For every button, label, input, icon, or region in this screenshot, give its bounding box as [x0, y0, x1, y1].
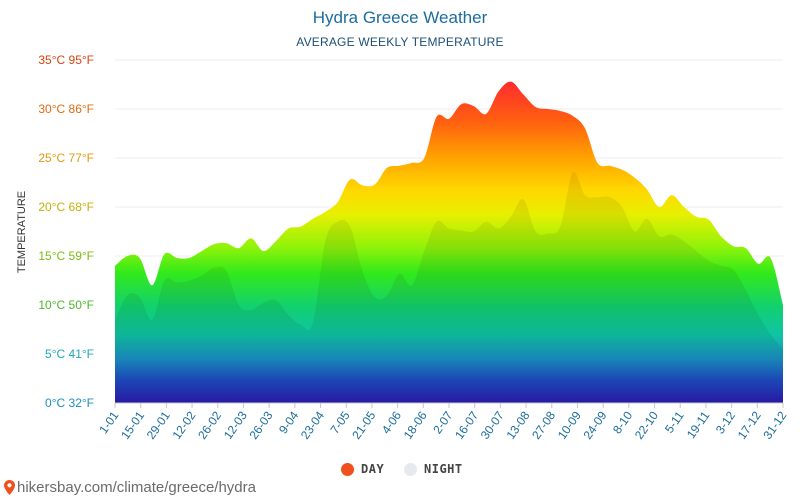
temperature-areas	[115, 81, 783, 404]
x-tick-label: 2-07	[430, 408, 455, 436]
y-axis-label: TEMPERATURE	[16, 191, 28, 273]
chart-subtitle: AVERAGE WEEKLY TEMPERATURE	[296, 35, 504, 49]
x-tick-label: 3-12	[713, 408, 738, 436]
y-tick-label: 5°C 41°F	[45, 347, 94, 361]
legend-item-day[interactable]: DAY	[341, 462, 384, 476]
map-pin-icon	[4, 480, 15, 495]
x-tick-label: 12-03	[221, 408, 250, 441]
x-tick-label: 29-01	[144, 408, 173, 441]
legend-item-night[interactable]: NIGHT	[404, 462, 463, 476]
x-tick-label: 7-05	[327, 408, 352, 436]
legend-night-label: NIGHT	[424, 462, 463, 476]
y-axis: 0°C 32°F 5°C 41°F 10°C 50°F 15°C 59°F 20°C 6…	[38, 53, 94, 410]
legend-day-dot	[341, 462, 354, 476]
x-tick-label: 12-02	[169, 408, 198, 441]
y-tick-label: 10°C 50°F	[38, 298, 94, 312]
x-tick-label: 23-04	[298, 408, 327, 441]
x-tick-label: 15-01	[118, 408, 147, 441]
x-tick-label: 8-10	[610, 408, 635, 436]
y-tick-label: 30°C 86°F	[38, 102, 94, 116]
y-tick-label: 20°C 68°F	[38, 200, 94, 214]
x-tick-label: 4-06	[379, 408, 404, 436]
y-tick-label: 0°C 32°F	[45, 396, 94, 410]
x-tick-label: 17-12	[735, 408, 764, 441]
x-tick-label: 1-01	[96, 408, 121, 436]
x-tick-label: 22-10	[632, 408, 661, 441]
x-tick-label: 10-09	[555, 408, 584, 441]
x-tick-label: 26-03	[247, 408, 276, 441]
x-tick-label: 18-06	[401, 408, 430, 441]
y-tick-label: 25°C 77°F	[38, 151, 94, 165]
chart-title: Hydra Greece Weather	[312, 8, 488, 27]
x-tick-label: 21-05	[349, 408, 378, 441]
y-tick-label: 15°C 59°F	[38, 249, 94, 263]
x-tick-label: 16-07	[452, 408, 481, 441]
x-tick-label: 13-08	[503, 408, 532, 441]
legend-day-label: DAY	[361, 462, 385, 476]
x-tick-label: 19-11	[684, 408, 713, 441]
series-area-night	[115, 171, 783, 403]
x-tick-label: 31-12	[760, 408, 789, 441]
legend-night-dot	[404, 462, 417, 476]
source-text: hikersbay.com/climate/greece/hydra	[17, 479, 256, 496]
x-tick-label: 30-07	[478, 408, 507, 441]
x-tick-label: 26-02	[195, 408, 224, 441]
x-tick-label: 5-11	[662, 408, 687, 435]
series-area-night-shade	[115, 171, 783, 403]
y-tick-label: 35°C 95°F	[38, 53, 94, 67]
x-tick-label: 24-09	[581, 408, 610, 441]
source-link[interactable]: hikersbay.com/climate/greece/hydra	[4, 479, 256, 496]
x-tick-label: 27-08	[529, 408, 558, 441]
x-tick-label: 9-04	[276, 408, 301, 436]
